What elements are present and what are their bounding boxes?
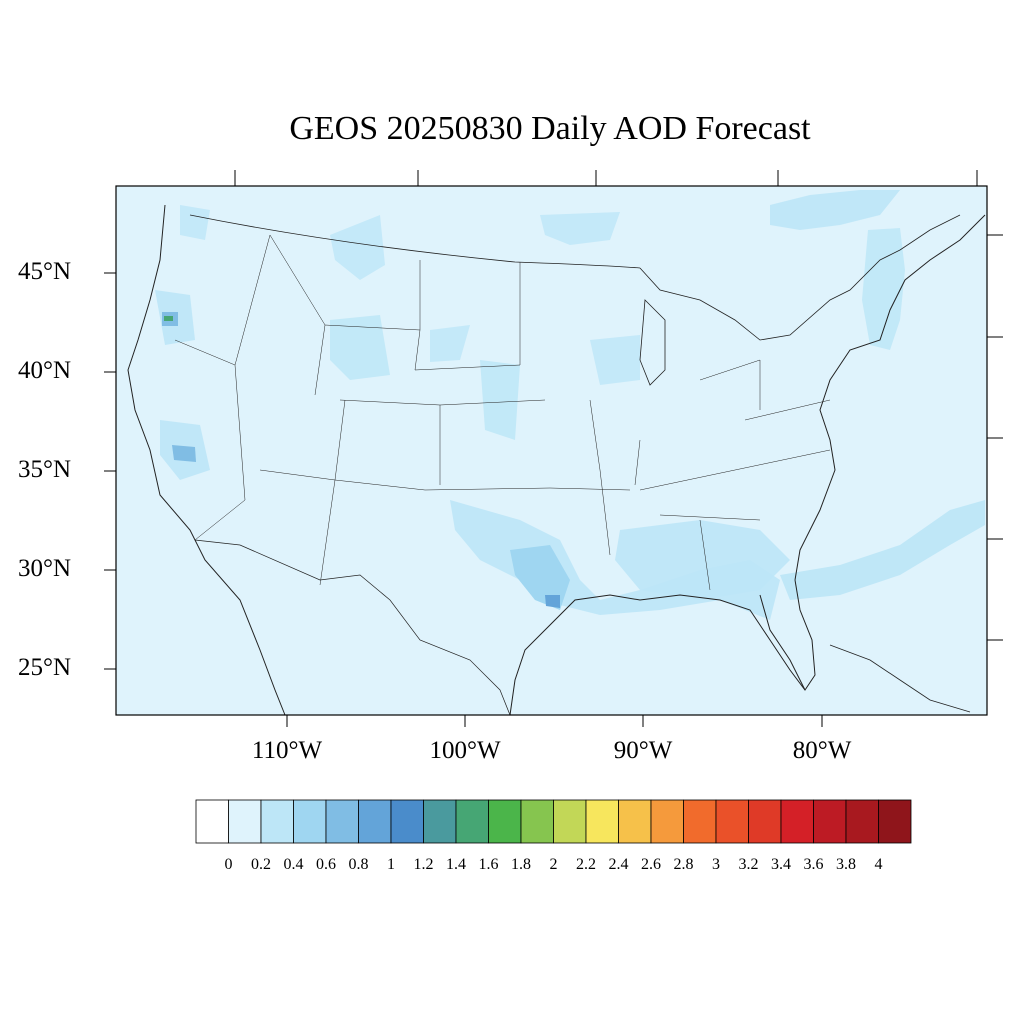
colorbar-swatch [195, 799, 229, 844]
borders [127, 204, 986, 716]
colorbar-tick-label: 1.2 [413, 856, 434, 873]
aod-plume-ontario [540, 212, 620, 245]
lon-label-100w: 100°W [429, 737, 501, 764]
great-lakes-outline [639, 214, 961, 341]
lat-label-25: 25°N [18, 654, 72, 681]
lat-label-45: 45°N [18, 258, 72, 285]
colorbar-tick-label: 0.2 [251, 856, 271, 873]
aod-plume-socal-inner [172, 445, 196, 462]
colorbar-swatch [813, 799, 847, 844]
aod-plume-montana [330, 215, 385, 280]
colorbar-tick-label: 3.8 [836, 856, 856, 873]
colorbar-swatch [358, 799, 392, 844]
aod-plume-wisconsin [590, 335, 640, 385]
colorbar-swatch [878, 799, 912, 844]
colorbar-swatch [748, 799, 782, 844]
colorbar-tick-label: 0.6 [316, 856, 336, 873]
west-coast [127, 204, 286, 716]
us-canada-border [189, 214, 641, 269]
lon-label-80w: 80°W [792, 737, 852, 764]
state-lines [174, 234, 831, 591]
aod-plume-washington [180, 205, 210, 240]
colorbar [195, 799, 912, 844]
aod-plume-nebraska [430, 325, 470, 362]
aod-plume-kansas [480, 360, 520, 440]
mexico-border [194, 539, 511, 716]
colorbar-tick-label: 2.6 [641, 856, 661, 873]
aod-shading [155, 190, 985, 620]
colorbar-swatch [780, 799, 814, 844]
colorbar-swatch [228, 799, 262, 844]
aod-plume-atlantic-band [780, 500, 985, 600]
colorbar-swatch [650, 799, 684, 844]
lat-label-35: 35°N [18, 456, 72, 483]
aod-plume-canada-north [770, 190, 900, 230]
gulf-coast [509, 579, 816, 716]
colorbar-swatch [293, 799, 327, 844]
lon-label-110w: 110°W [251, 737, 323, 764]
map-background [116, 186, 987, 715]
colorbar-swatch [845, 799, 879, 844]
colorbar-swatch [260, 799, 294, 844]
aod-plume-quebec [862, 228, 905, 350]
lon-label-90w: 90°W [613, 737, 673, 764]
colorbar-tick-label: 3.4 [771, 856, 791, 873]
colorbar-swatch [683, 799, 717, 844]
aod-hotspot-oregon-inner [164, 316, 173, 321]
aod-plume-wyoming [330, 315, 390, 380]
colorbar-tick-label: 1.6 [478, 856, 499, 873]
colorbar-swatch [715, 799, 749, 844]
colorbar-tick-label: 2.2 [576, 856, 596, 873]
colorbar-swatch [390, 799, 424, 844]
bottom-ticks [286, 715, 823, 727]
cuba-outline [829, 644, 971, 713]
colorbar-tick-label: 1.8 [511, 856, 531, 873]
map-title: GEOS 20250830 Daily AOD Forecast [289, 110, 811, 147]
colorbar-swatch [325, 799, 359, 844]
colorbar-tick-label: 2.8 [673, 856, 694, 873]
colorbar-tick-label: 0 [224, 856, 233, 873]
colorbar-tick-label: 0.4 [283, 856, 304, 873]
colorbar-swatch [618, 799, 652, 844]
map-frame [115, 185, 988, 716]
colorbar-swatch [553, 799, 587, 844]
florida-coast [759, 594, 806, 691]
aod-plume-houston-outer [510, 545, 570, 610]
colorbar-tick-label: 3.2 [738, 856, 759, 873]
colorbar-swatch [455, 799, 489, 844]
colorbar-tick-label: 1.4 [446, 856, 466, 873]
colorbar-tick-label: 3.6 [803, 856, 824, 873]
colorbar-tick-label: 2.4 [608, 856, 629, 873]
right-ticks [987, 234, 1003, 641]
lat-ticks [104, 272, 116, 670]
colorbar-tick-label: 2 [549, 856, 558, 873]
colorbar-swatch [423, 799, 457, 844]
lat-label-40: 40°N [18, 357, 72, 384]
lat-label-30: 30°N [18, 555, 72, 582]
aod-plume-houston-inner [545, 595, 560, 608]
colorbar-tick-label: 4 [874, 856, 883, 873]
colorbar-swatch [520, 799, 554, 844]
aod-plume-southeast [615, 520, 790, 600]
colorbar-tick-label: 1 [387, 856, 395, 873]
colorbar-tick-label: 0.8 [348, 856, 369, 873]
colorbar-swatch [585, 799, 619, 844]
colorbar-tick-label: 3 [712, 856, 720, 873]
colorbar-swatch [488, 799, 522, 844]
top-ticks [234, 170, 978, 186]
east-coast [794, 214, 986, 581]
lake-michigan [639, 299, 666, 386]
